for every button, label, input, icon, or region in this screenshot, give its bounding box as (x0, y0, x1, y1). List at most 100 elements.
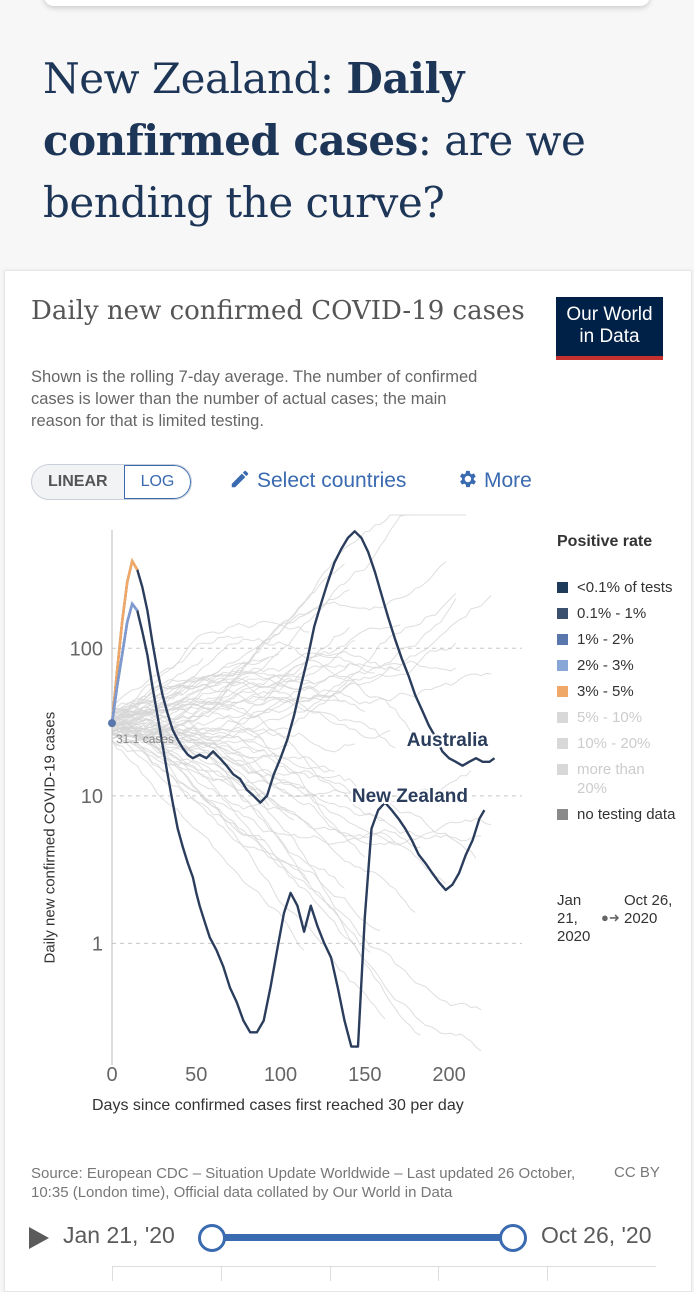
gear-icon (460, 470, 476, 488)
legend-item[interactable]: 2% - 3% (557, 656, 677, 675)
legend-title: Positive rate (557, 533, 653, 550)
slider-end-label: Oct 26, '20 (541, 1222, 652, 1248)
chart-card (4, 270, 692, 1292)
x-tick-label: 100 (264, 1064, 297, 1086)
legend-item[interactable]: no testing data (557, 805, 677, 824)
chart-title: Daily new confirmed COVID-19 cases (31, 296, 525, 326)
series-line-new-zealand (110, 602, 486, 1048)
legend-swatch (557, 582, 568, 593)
background-country-line (111, 721, 482, 1011)
start-annotation: 31.1 cases (116, 732, 174, 746)
legend-swatch (557, 608, 568, 619)
series-end-label: New Zealand (352, 786, 468, 807)
legend-swatch (557, 634, 568, 645)
legend-swatch (557, 809, 568, 820)
legend-label: more than 20% (577, 761, 645, 797)
background-country-line (111, 683, 391, 739)
background-country-line (111, 733, 335, 772)
linear-scale-button[interactable]: LINEAR (48, 473, 108, 490)
y-tick-label: 1 (92, 933, 103, 955)
legend-item[interactable]: <0.1% of tests (557, 578, 677, 597)
legend-item[interactable]: 10% - 20% (557, 734, 677, 753)
background-country-line (111, 669, 315, 714)
background-country-line (111, 653, 280, 712)
background-country-line (111, 726, 264, 741)
scale-toggle: LINEAR LOG (31, 464, 193, 500)
background-country-line (111, 724, 345, 889)
license-link[interactable]: CC BY (614, 1164, 660, 1181)
log-scale-button[interactable]: LOG (123, 465, 192, 499)
background-country-line (111, 692, 320, 715)
background-country-line (111, 620, 310, 708)
legend-item[interactable]: more than 20% (557, 760, 677, 798)
background-country-line (111, 733, 396, 843)
background-country-line (111, 691, 184, 724)
chart-gridlines: 1 10 100 0 50 100 150 200 (70, 530, 522, 1086)
background-country-line (111, 722, 386, 1020)
slider-end-handle[interactable] (499, 1224, 527, 1252)
legend-swatch (557, 712, 568, 723)
background-country-line (111, 595, 492, 742)
series-line-australia (110, 530, 496, 804)
chart-series: Australia New Zealand (110, 530, 496, 1048)
legend-item[interactable]: 3% - 5% (557, 682, 677, 701)
owid-logo[interactable]: Our World in Data (556, 297, 663, 360)
legend-label: 5% - 10% (577, 709, 643, 726)
x-tick-label: 50 (185, 1064, 207, 1086)
background-country-line (111, 635, 244, 721)
background-country-line (111, 563, 345, 725)
series-early-segment (110, 557, 139, 724)
source-note: Source: European CDC – Situation Update … (31, 1165, 576, 1201)
legend: <0.1% of tests 0.1% - 1% 1% - 2% 2% - 3% 3% … (557, 578, 677, 831)
y-axis-title: Daily new confirmed COVID-19 cases (41, 711, 59, 964)
legend-swatch (557, 738, 568, 749)
legend-item[interactable]: 1% - 2% (557, 630, 677, 649)
start-point-marker (108, 719, 116, 728)
background-country-line (111, 720, 477, 859)
chart-labels: 31.1 cases (108, 719, 174, 746)
legend-label: <0.1% of tests (577, 579, 673, 596)
legend-label: 1% - 2% (577, 631, 634, 648)
play-icon[interactable] (29, 1227, 49, 1249)
x-axis-title: Days since confirmed cases first reached… (92, 1097, 464, 1114)
legend-item[interactable]: 5% - 10% (557, 708, 677, 727)
timeline-slider[interactable] (210, 1234, 512, 1241)
logo-line-2: in Data (579, 326, 640, 347)
background-country-line (111, 650, 401, 719)
background-country-line (111, 642, 457, 723)
background-country-line (111, 740, 188, 766)
page-headline: New Zealand: Daily confirmed cases: are … (43, 54, 586, 227)
background-country-line (111, 684, 194, 714)
legend-label: 2% - 3% (577, 657, 634, 674)
legend-swatch (557, 660, 568, 671)
legend-label: no testing data (577, 806, 676, 823)
background-country-line (111, 732, 371, 953)
slider-start-label: Jan 21, '20 (63, 1222, 175, 1248)
legend-item[interactable]: 0.1% - 1% (557, 604, 677, 623)
background-country-line (111, 639, 355, 737)
background-country-line (111, 672, 365, 727)
more-button[interactable]: More (456, 466, 532, 496)
legend-swatch (557, 686, 568, 697)
arrow-right-icon: ●➜ (601, 910, 620, 925)
slider-start-handle[interactable] (198, 1224, 226, 1252)
bottom-tabs (112, 1266, 656, 1281)
background-country-line (111, 739, 421, 848)
select-countries-button[interactable]: Select countries (229, 466, 406, 496)
more-label: More (484, 469, 532, 492)
series-end-label: Australia (407, 730, 489, 751)
background-country-line (111, 592, 457, 754)
y-tick-label: 100 (70, 638, 103, 660)
background-country-line (111, 716, 355, 753)
legend-label: 10% - 20% (577, 735, 651, 752)
background-country-line (111, 716, 386, 822)
chart-subtitle: Shown is the rolling 7-day average. The … (31, 368, 478, 430)
previous-card (44, 0, 650, 6)
legend-swatch (557, 764, 568, 775)
background-country-line (111, 723, 265, 842)
background-country-line (111, 740, 305, 951)
legend-label: 3% - 5% (577, 683, 634, 700)
legend-label: 0.1% - 1% (577, 605, 647, 622)
background-country-line (111, 658, 204, 711)
